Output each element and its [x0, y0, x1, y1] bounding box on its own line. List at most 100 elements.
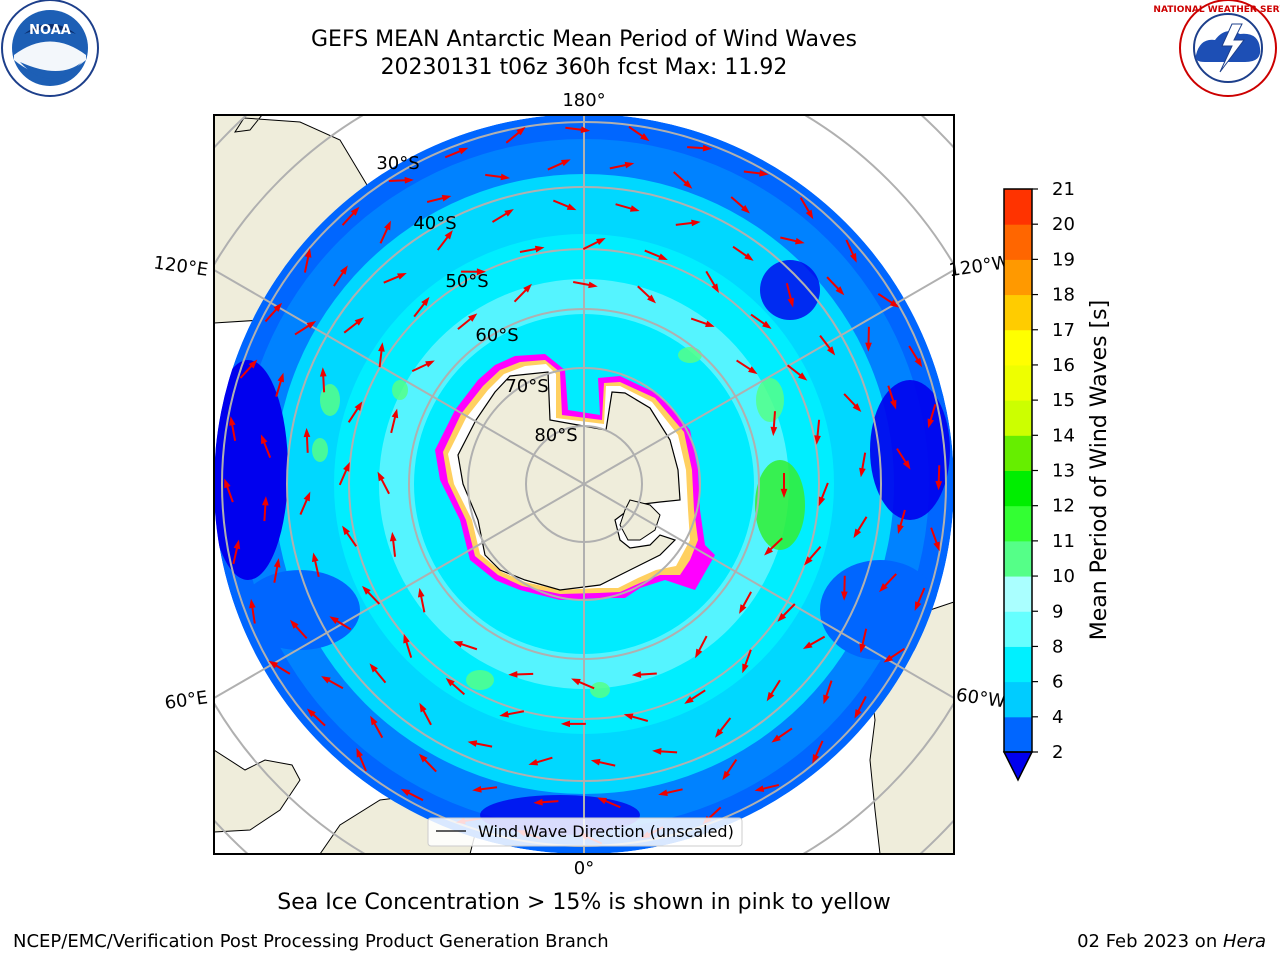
wind-arrow-head: [391, 408, 399, 419]
colorbar-segment: [1004, 646, 1032, 683]
colorbar: 2 4 6 8 9 10 11 12 13 14 15 16 17 18 19 20 21 Mean Perio…: [1002, 179, 1112, 782]
wind-arrow-head: [780, 488, 788, 498]
wind-arrow-head: [362, 585, 371, 595]
wind-arrow-head: [795, 237, 805, 245]
lat-label-80s: 80°S: [534, 425, 577, 446]
wind-arrow-head: [528, 758, 539, 766]
wind-arrow-head: [695, 648, 703, 659]
wind-arrow-head: [516, 126, 526, 136]
wind-arrow-head: [467, 740, 478, 747]
wind-arrow-head: [329, 616, 339, 624]
colorbar-segment: [1004, 681, 1032, 718]
wind-arrow-head: [397, 273, 407, 280]
colorbar-tick-label: 18: [1052, 285, 1075, 306]
colorbar-under-arrow: [1004, 752, 1032, 780]
colorbar-segment: [1004, 576, 1032, 612]
wind-arrow-head: [823, 694, 830, 705]
legend-label: Wind Wave Direction (unscaled): [478, 822, 734, 841]
lat-label-70s: 70°S: [505, 376, 548, 397]
wind-arrow-head: [759, 170, 769, 177]
antarctica-land: [457, 371, 681, 591]
wind-arrow-head: [354, 317, 364, 326]
wind-arrow-head: [560, 159, 571, 167]
colorbar-segment: [1004, 540, 1032, 577]
colorbar-segment: [1004, 294, 1032, 331]
wind-arrow-head: [476, 268, 487, 276]
colorbar-tick-label: 13: [1052, 461, 1075, 482]
wind-arrow-head: [764, 546, 774, 556]
lat-label-60s: 60°S: [475, 325, 518, 346]
wind-arrow-head: [377, 471, 385, 482]
wind-arrow-head: [384, 220, 391, 231]
wind-arrow-head: [683, 180, 693, 189]
colorbar-segment: [1004, 435, 1032, 471]
wind-arrow-head: [597, 797, 607, 805]
wind-arrow-head: [303, 491, 311, 502]
wind-arrow-head: [389, 531, 397, 542]
wind-arrow-head: [453, 641, 463, 648]
map-frame: [213, 114, 955, 855]
wind-arrow-head: [304, 248, 312, 258]
colorbar-tick-label: 11: [1052, 531, 1075, 552]
colorbar-label: Mean Period of Wind Waves [s]: [1087, 300, 1112, 640]
colorbar-tick-label: 10: [1052, 566, 1075, 587]
noaa-logo: NOAA: [1, 0, 99, 97]
wind-arrow-head: [343, 462, 350, 472]
wind-arrow-head: [370, 715, 378, 726]
wind-arrow-head: [814, 435, 821, 445]
wind-arrow-head: [770, 426, 778, 437]
colorbar-segment: [1004, 364, 1032, 401]
wind-arrow-head: [560, 720, 570, 728]
colorbar-segment: [1004, 259, 1032, 296]
wind-arrow-head: [233, 539, 241, 550]
colorbar-segment: [1004, 505, 1032, 542]
colorbar-segment: [1004, 470, 1032, 507]
nws-logo: NATIONAL WEATHER SERVICE: [1153, 0, 1280, 97]
map-legend: Wind Wave Direction (unscaled): [427, 817, 743, 847]
wind-arrow-head: [935, 481, 943, 491]
wind-arrow-head: [504, 209, 514, 217]
wind-arrow-head: [902, 460, 911, 470]
lat-label-40s: 40°S: [413, 213, 456, 234]
wind-arrow-head: [596, 237, 606, 246]
wind-arrow-head: [273, 558, 281, 568]
lon-label-60e: 60°E: [163, 687, 209, 714]
wind-arrow-head: [268, 660, 279, 669]
wind-arrow-head: [273, 302, 283, 312]
wind-arrow-head: [883, 654, 894, 663]
wind-arrow-head: [859, 643, 866, 654]
wind-arrow-head: [787, 297, 795, 308]
wind-arrow-head: [853, 528, 862, 539]
colorbar-tick-label: 8: [1052, 636, 1063, 657]
wind-arrow-head: [319, 367, 327, 377]
wind-arrow-head: [777, 612, 787, 622]
land-africa: [214, 749, 301, 833]
wind-arrow-head: [826, 346, 836, 356]
colorbar-tick-label: 16: [1052, 355, 1075, 376]
wind-arrow-head: [812, 753, 820, 764]
wind-arrow-head: [523, 283, 532, 293]
wind-arrow-head: [705, 320, 715, 327]
lon-label-0: 0°: [574, 858, 594, 879]
colorbar-tick-label: 17: [1052, 320, 1075, 341]
lon-label-60w: 60°W: [955, 685, 1007, 713]
colorbar-segment: [1004, 400, 1032, 436]
lon-label-120e: 120°E: [152, 252, 209, 280]
wind-arrow-head: [927, 418, 935, 429]
colorbar-segment: [1004, 329, 1032, 366]
wind-arrow-head: [339, 265, 348, 275]
wind-arrow-head: [640, 133, 650, 142]
wind-arrow-head: [445, 677, 455, 687]
wind-arrow-head: [571, 678, 581, 686]
wind-arrow-head: [441, 194, 452, 202]
colorbar-segment: [1004, 611, 1032, 647]
wind-arrow-head: [303, 427, 311, 438]
noaa-logo-text: NOAA: [29, 23, 71, 38]
wind-arrow-head: [534, 245, 545, 253]
colorbar-segment: [1004, 189, 1032, 225]
wind-arrow-head: [629, 205, 640, 212]
colorbar-tick-label: 14: [1052, 425, 1075, 446]
wind-arrow-head: [306, 321, 317, 329]
wind-arrow-head: [658, 789, 668, 797]
